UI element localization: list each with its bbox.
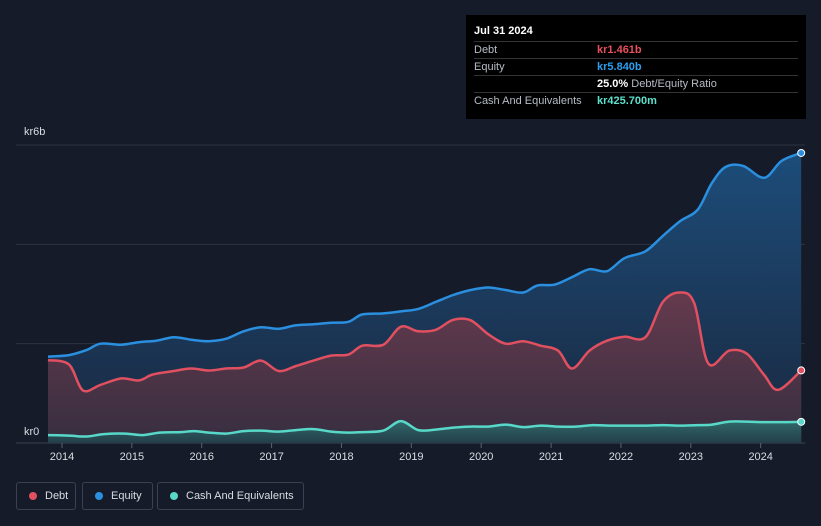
x-axis: 2014 2015 2016 2017 2018 2019 2020 2021 2022 2023…	[50, 443, 773, 463]
tooltip-debt-value: kr1.461b	[597, 44, 642, 56]
x-tick-label: 2021	[539, 451, 563, 463]
tooltip-equity-value: kr5.840b	[597, 61, 642, 73]
x-tick-label: 2014	[50, 451, 74, 463]
y-axis-bottom-label: kr0	[24, 426, 39, 438]
legend-equity-label: Equity	[111, 490, 142, 502]
x-tick-label: 2024	[748, 451, 772, 463]
tooltip-debt-label: Debt	[474, 44, 498, 56]
tooltip-ratio-label: Debt/Equity Ratio	[631, 78, 717, 90]
legend-cash-label: Cash And Equivalents	[186, 490, 294, 502]
debt-line	[47, 291, 803, 393]
equity-line	[47, 151, 802, 358]
x-tick-label: 2023	[679, 451, 703, 463]
tooltip-ratio: 25.0% Debt/Equity Ratio	[597, 78, 717, 90]
x-tick-label: 2022	[609, 451, 633, 463]
cash-end-marker	[797, 417, 806, 426]
tooltip-equity-label: Equity	[474, 61, 505, 73]
tooltip-date: Jul 31 2024	[474, 25, 533, 37]
x-tick-label: 2020	[469, 451, 493, 463]
debt-end-marker	[797, 366, 806, 375]
x-tick-label: 2015	[120, 451, 144, 463]
equity-end-marker	[797, 148, 806, 157]
cash-dot-icon	[170, 492, 178, 500]
x-tick-label: 2018	[329, 451, 353, 463]
x-tick-label: 2017	[259, 451, 283, 463]
legend-debt[interactable]: Debt	[16, 482, 76, 510]
end-markers	[797, 148, 806, 426]
tooltip-ratio-value: 25.0%	[597, 78, 629, 90]
tooltip-debt-row: Debt kr1.461b	[474, 41, 798, 59]
tooltip-ratio-row: 25.0% Debt/Equity Ratio	[474, 75, 798, 93]
debt-area	[48, 292, 802, 443]
tooltip-equity-row: Equity kr5.840b	[474, 58, 798, 76]
y-axis-top-label: kr6b	[24, 126, 45, 138]
legend-equity[interactable]: Equity	[82, 482, 153, 510]
legend-cash[interactable]: Cash And Equivalents	[157, 482, 304, 510]
tooltip-cash-value: kr425.700m	[597, 95, 657, 107]
x-tick-label: 2016	[189, 451, 213, 463]
tooltip-cash-label: Cash And Equivalents	[474, 95, 582, 107]
data-tooltip: Jul 31 2024 Debt kr1.461b Equity kr5.840…	[466, 15, 806, 119]
tooltip-cash-row: Cash And Equivalents kr425.700m	[474, 92, 798, 110]
legend-debt-label: Debt	[45, 490, 69, 502]
equity-dot-icon	[95, 492, 103, 500]
x-tick-label: 2019	[399, 451, 423, 463]
cash-line	[47, 419, 802, 438]
debt-dot-icon	[29, 492, 37, 500]
